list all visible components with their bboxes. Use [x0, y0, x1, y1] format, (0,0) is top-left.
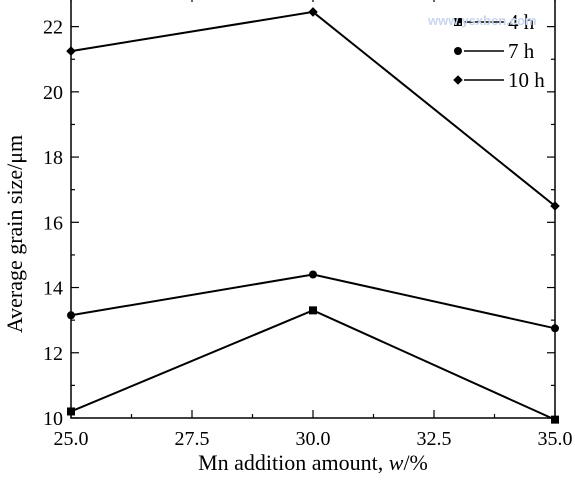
series-10-h [66, 7, 560, 211]
legend-marker [454, 18, 462, 26]
legend-label: 10 h [508, 68, 545, 92]
data-point [551, 415, 559, 424]
axis-ticks [70, 0, 556, 419]
data-point [67, 311, 75, 320]
y-tick-label: 16 [43, 212, 63, 234]
y-tick-label: 10 [43, 408, 63, 430]
x-axis-title-italic: w [389, 450, 404, 475]
y-tick-label: 14 [43, 278, 63, 300]
series-line [70, 10, 556, 207]
data-point [308, 7, 318, 17]
data-point [309, 270, 317, 279]
data-point [309, 306, 317, 315]
series-layer [66, 7, 560, 424]
data-point [66, 46, 76, 56]
data-point [550, 201, 560, 211]
x-tick-label: 27.5 [175, 428, 210, 450]
y-tick-label: 22 [43, 17, 63, 39]
axis-tick-labels: 25.0 27.5 30.0 32.5 35.0 10 12 14 16 18 20 22 [43, 17, 573, 450]
legend-entry: 10 h [453, 68, 545, 92]
x-tick-label: 30.0 [296, 428, 331, 450]
data-point [551, 324, 559, 333]
series-line [70, 273, 556, 330]
y-axis-title: Average grain size/μm [2, 135, 27, 333]
watermark-text: www.ysxbcn.com [427, 13, 537, 28]
series-line [70, 309, 556, 421]
y-tick-label: 12 [43, 343, 63, 365]
x-tick-label: 25.0 [54, 428, 89, 450]
x-axis-title-suffix: /% [403, 450, 427, 475]
plot-area [70, 0, 556, 419]
x-tick-label: 35.0 [538, 428, 573, 450]
series-7-h [67, 270, 559, 333]
series-4-h [67, 306, 559, 424]
x-axis-title: Mn addition amount, w/% [198, 450, 428, 475]
data-point [67, 407, 75, 416]
legend-entry: 4 h [454, 10, 535, 34]
legend-entry: 7 h [454, 39, 535, 63]
legend-marker [453, 75, 463, 85]
y-tick-label: 18 [43, 147, 63, 169]
legend-label: 4 h [508, 10, 535, 34]
x-axis-title-main: Mn addition amount, [198, 450, 389, 475]
legend-marker [454, 47, 462, 55]
y-tick-label: 20 [43, 82, 63, 104]
x-tick-label: 32.5 [417, 428, 452, 450]
plot-frame [70, 0, 556, 419]
legend: 4 h 7 h 10 h [453, 10, 545, 92]
legend-label: 7 h [508, 39, 535, 63]
